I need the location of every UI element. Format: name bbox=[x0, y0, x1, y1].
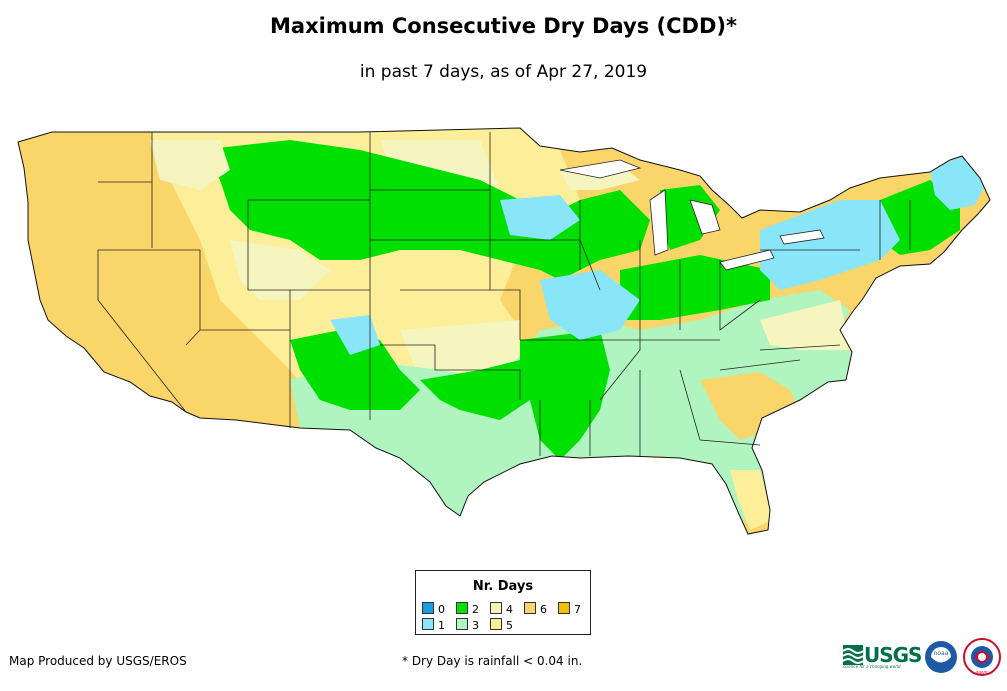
noaa-wordmark: noaa bbox=[934, 650, 949, 657]
great-lakes bbox=[559, 159, 825, 271]
map-subtitle: in past 7 days, as of Apr 27, 2019 bbox=[359, 62, 648, 82]
zone-green-north bbox=[200, 140, 650, 280]
legend-label: 4 bbox=[506, 603, 513, 616]
legend-label: 7 bbox=[574, 603, 581, 616]
legend-item: 5 bbox=[490, 618, 513, 632]
legend-item: 4 bbox=[490, 602, 513, 616]
zone-blue-nm bbox=[330, 315, 380, 355]
zone-blue-ne bbox=[760, 200, 900, 290]
usgs-wave-icon bbox=[843, 645, 863, 665]
zone-blue-mo bbox=[540, 270, 640, 340]
legend-item: 2 bbox=[456, 602, 479, 616]
nws-logo: NWS bbox=[963, 638, 1001, 677]
legend-swatch bbox=[524, 602, 536, 614]
zone-va-pale bbox=[760, 300, 850, 350]
legend-label: 1 bbox=[438, 619, 445, 632]
legend-item: 3 bbox=[456, 618, 479, 632]
legend-swatch bbox=[456, 602, 468, 614]
legend-label: 6 bbox=[540, 603, 547, 616]
legend-item: 0 bbox=[422, 602, 445, 616]
legend-swatch bbox=[490, 618, 502, 630]
zone-green-tx bbox=[420, 360, 530, 420]
legend: Nr. Days 0 1 2 3 4 5 6 7 bbox=[415, 570, 591, 635]
zone-pale-co bbox=[230, 240, 330, 300]
zone-fl-yellow bbox=[730, 470, 772, 530]
dry-day-footnote: * Dry Day is rainfall < 0.04 in. bbox=[402, 654, 583, 668]
zone-pale-north bbox=[150, 140, 230, 190]
legend-item: 1 bbox=[422, 618, 445, 632]
zone-blue-maine bbox=[930, 156, 985, 210]
legend-label: 3 bbox=[472, 619, 479, 632]
usgs-logo: USGS science for a changing world bbox=[843, 643, 922, 669]
zone-green-mich bbox=[660, 185, 720, 250]
legend-title: Nr. Days bbox=[472, 579, 534, 594]
zone-green-ohio bbox=[620, 255, 770, 320]
legend-swatch bbox=[422, 618, 434, 630]
zone-green-nm bbox=[290, 330, 420, 410]
usgs-wordmark: USGS bbox=[864, 643, 922, 667]
us-outline bbox=[17, 127, 991, 535]
legend-label: 2 bbox=[472, 603, 479, 616]
map-title: Maximum Consecutive Dry Days (CDD)* bbox=[270, 14, 737, 38]
legend-swatch bbox=[456, 618, 468, 630]
zone-green-south bbox=[520, 330, 610, 460]
legend-label: 5 bbox=[506, 619, 513, 632]
noaa-logo: noaa bbox=[925, 641, 957, 673]
state-borders bbox=[97, 132, 911, 456]
legend-swatch bbox=[422, 602, 434, 614]
producer-credit: Map Produced by USGS/EROS bbox=[9, 654, 187, 668]
legend-item: 6 bbox=[524, 602, 547, 616]
legend-item: 7 bbox=[558, 602, 581, 616]
legend-swatch bbox=[490, 602, 502, 614]
zone-blue-mid bbox=[500, 195, 580, 240]
usgs-tagline: science for a changing world bbox=[843, 664, 901, 669]
legend-swatch bbox=[558, 602, 570, 614]
legend-label: 0 bbox=[438, 603, 445, 616]
nws-wordmark: NWS bbox=[976, 671, 988, 677]
